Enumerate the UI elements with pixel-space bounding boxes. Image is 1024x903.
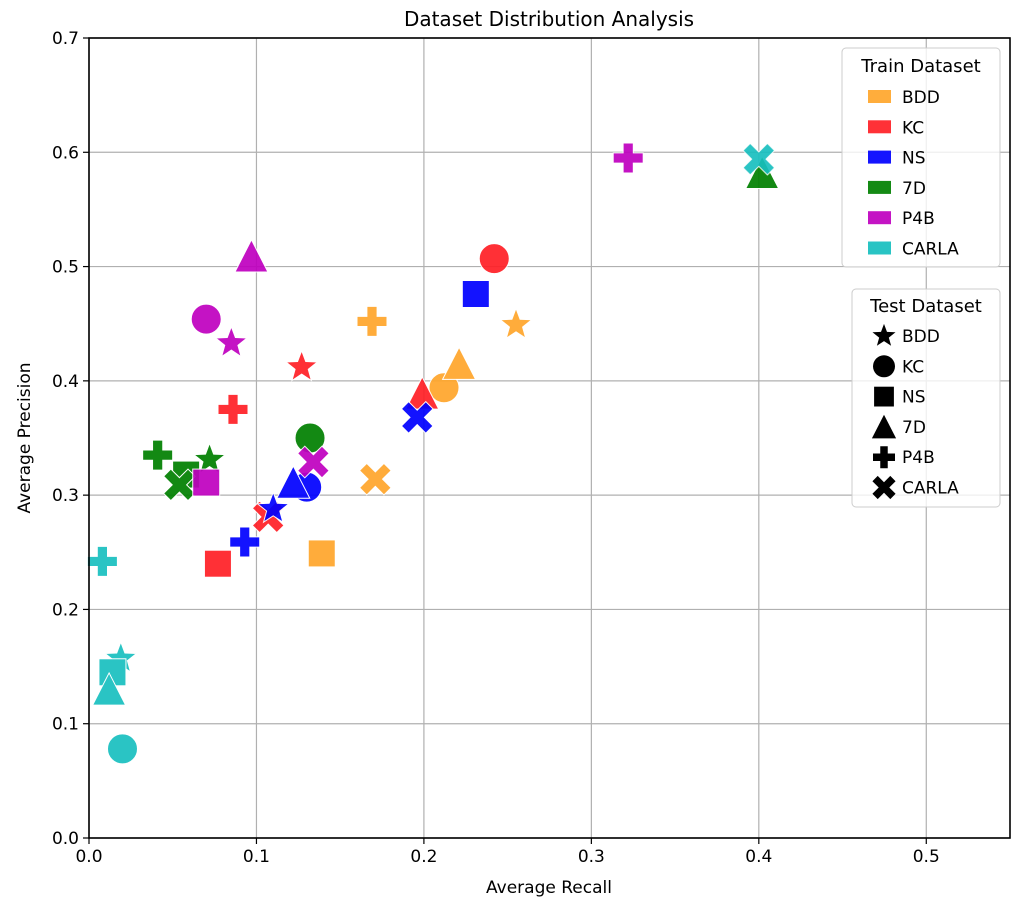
y-tick-label: 0.5 bbox=[52, 258, 79, 278]
legend-label: P4B bbox=[902, 448, 935, 468]
y-tick-label: 0.7 bbox=[52, 29, 79, 49]
point-train-bdd-test-carla bbox=[358, 462, 392, 496]
x-axis-label: Average Recall bbox=[486, 878, 612, 898]
point-train-p4b-test-ns bbox=[192, 468, 221, 497]
point-train-ns-test-p4b bbox=[229, 526, 261, 558]
series-7d bbox=[142, 155, 780, 502]
legend-swatch-7d bbox=[868, 180, 891, 194]
point-train-p4b-test-carla bbox=[296, 445, 330, 479]
data-points bbox=[86, 142, 780, 765]
legend-label: NS bbox=[902, 149, 926, 169]
x-tick-label: 0.5 bbox=[913, 847, 940, 867]
legend-swatch-carla bbox=[868, 241, 891, 255]
x-tick-label: 0.3 bbox=[578, 847, 605, 867]
axes-frame bbox=[88, 37, 1011, 839]
x-axis-ticks: 0.0 0.1 0.2 0.3 0.4 0.5 bbox=[75, 838, 940, 867]
point-train-bdd-test-carla-shape bbox=[358, 462, 392, 496]
point-train-p4b-test-7d bbox=[234, 238, 269, 273]
legend-label: CARLA bbox=[902, 479, 959, 499]
chart-title: Dataset Distribution Analysis bbox=[404, 7, 694, 31]
point-train-p4b-test-carla-shape bbox=[296, 445, 330, 479]
point-train-p4b-test-kc bbox=[190, 303, 222, 335]
y-tick-label: 0.2 bbox=[52, 600, 79, 620]
point-train-carla-test-carla bbox=[742, 142, 776, 176]
legend-train-dataset: Train Dataset BDD KC NS 7D P4B CARLA bbox=[841, 47, 1001, 268]
legend-marker-plus-icon bbox=[873, 446, 895, 469]
y-axis-ticks: 0.0 0.1 0.2 0.3 0.4 0.5 0.6 0.7 bbox=[52, 29, 89, 849]
point-train-bdd-test-bdd bbox=[498, 306, 534, 340]
series-bdd bbox=[307, 305, 534, 568]
legend-marker-square-icon bbox=[874, 386, 894, 407]
legend-marker-star-icon bbox=[872, 323, 896, 346]
point-train-ns-test-ns bbox=[461, 280, 490, 308]
y-tick-label: 0.0 bbox=[52, 829, 79, 849]
series-carla bbox=[86, 142, 776, 765]
point-train-7d-test-carla-shape bbox=[162, 468, 196, 502]
series-p4b bbox=[190, 142, 644, 497]
point-train-kc-test-p4b bbox=[217, 393, 249, 425]
point-train-carla-test-carla-shape bbox=[742, 142, 776, 176]
x-tick-label: 0.0 bbox=[75, 847, 102, 867]
legend-label: KC bbox=[902, 118, 924, 138]
x-tick-label: 0.2 bbox=[410, 847, 437, 867]
y-tick-label: 0.1 bbox=[52, 715, 79, 735]
point-train-p4b-test-p4b bbox=[612, 142, 644, 174]
point-train-ns-test-carla-shape bbox=[400, 400, 434, 434]
point-train-carla-test-kc bbox=[106, 733, 138, 765]
point-train-bdd-test-7d bbox=[441, 346, 477, 380]
legend-label: 7D bbox=[902, 418, 926, 438]
legend-swatch-ns bbox=[868, 150, 891, 164]
legend-label: P4B bbox=[902, 209, 935, 229]
legend-title: Test Dataset bbox=[869, 296, 982, 317]
y-tick-label: 0.6 bbox=[52, 143, 79, 163]
y-tick-label: 0.4 bbox=[52, 372, 79, 392]
x-tick-label: 0.4 bbox=[745, 847, 772, 867]
point-train-7d-test-carla bbox=[162, 468, 196, 502]
y-axis-label: Average Precision bbox=[15, 362, 35, 513]
point-train-kc-test-ns bbox=[203, 549, 232, 578]
y-tick-label: 0.3 bbox=[52, 486, 79, 506]
legend-label: KC bbox=[902, 357, 924, 377]
point-train-kc-test-bdd bbox=[284, 349, 319, 382]
legend-label: BDD bbox=[902, 327, 940, 347]
point-train-carla-test-p4b bbox=[86, 545, 118, 577]
x-tick-label: 0.1 bbox=[243, 847, 270, 867]
legend-marker-x-icon-shape bbox=[872, 475, 896, 500]
legend-label: 7D bbox=[902, 179, 926, 199]
legend-marker-circle-icon bbox=[873, 355, 895, 378]
point-train-ns-test-7d bbox=[275, 464, 311, 499]
point-train-bdd-test-ns bbox=[307, 539, 336, 568]
legend-swatch-p4b bbox=[868, 211, 891, 225]
legend-marker-triangle-icon bbox=[871, 414, 897, 439]
legend-label: CARLA bbox=[902, 240, 959, 260]
point-train-ns-test-carla bbox=[400, 400, 434, 434]
legend-test-dataset: Test Dataset BDD KC NS 7D P4B CARLA bbox=[851, 288, 1001, 508]
series-kc bbox=[203, 243, 510, 578]
series-ns bbox=[229, 280, 490, 558]
point-train-kc-test-kc bbox=[478, 243, 510, 275]
point-train-bdd-test-p4b bbox=[356, 305, 388, 337]
legend-marker-x-icon bbox=[872, 475, 896, 500]
point-train-bdd-test-kc bbox=[428, 372, 460, 404]
point-train-7d-test-bdd bbox=[192, 441, 227, 475]
point-train-carla-test-7d bbox=[91, 671, 127, 706]
legend-label: NS bbox=[902, 388, 926, 408]
point-train-p4b-test-bdd bbox=[214, 325, 249, 358]
legend-swatch-kc bbox=[868, 120, 891, 134]
point-train-ns-test-bdd bbox=[256, 490, 291, 524]
legend-label: BDD bbox=[902, 88, 940, 108]
legend-swatch-bdd bbox=[868, 90, 891, 103]
point-train-7d-test-p4b bbox=[142, 439, 174, 471]
legend-title: Train Dataset bbox=[860, 56, 980, 77]
